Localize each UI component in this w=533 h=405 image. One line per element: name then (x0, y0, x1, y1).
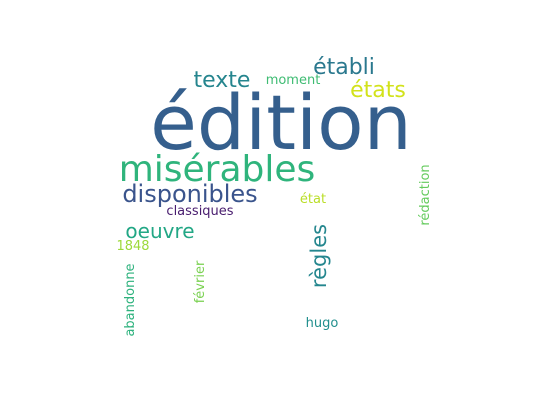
word-classiques: classiques (166, 204, 233, 219)
word-hugo: hugo (306, 316, 339, 331)
word-regles: règles (307, 224, 331, 288)
word-fevrier: février (193, 260, 208, 303)
word-redaction: rédaction (418, 164, 433, 225)
word-abandonne: abandonne (123, 263, 138, 336)
word-etats: états (350, 78, 406, 103)
word-etabli: établi (313, 55, 375, 80)
word-texte: texte (194, 68, 251, 93)
word-moment: moment (266, 73, 321, 88)
word-etat: état (300, 192, 326, 207)
word-1848: 1848 (116, 239, 149, 254)
